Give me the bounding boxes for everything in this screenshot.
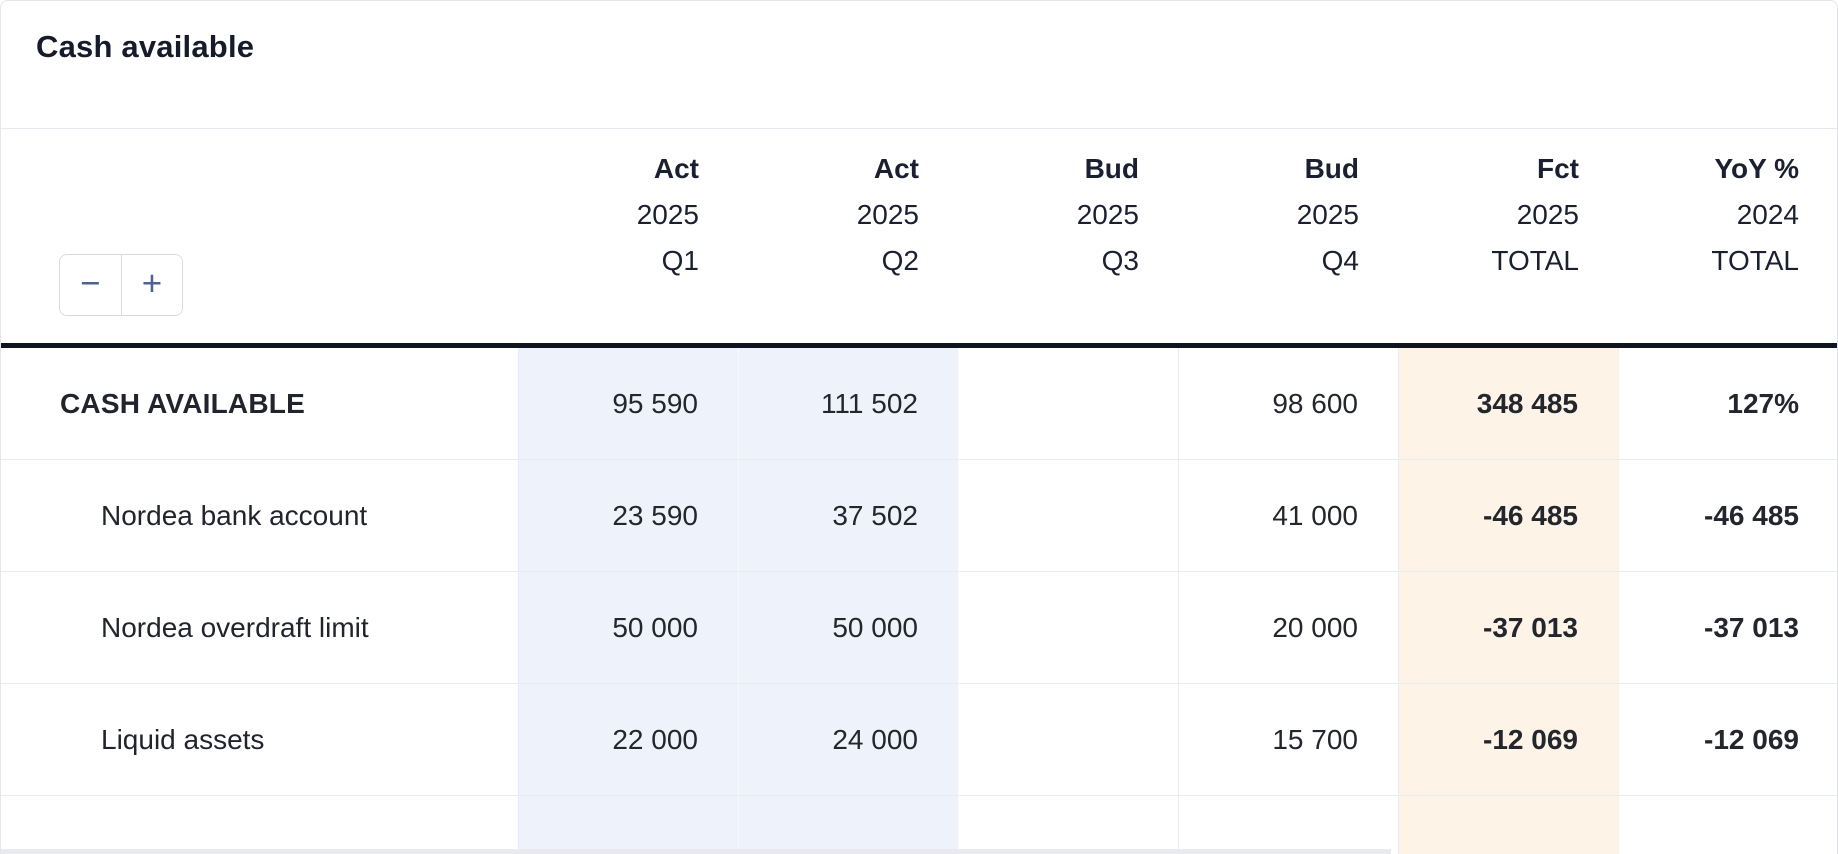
column-header-total-4: Fct 2025 TOTAL <box>1399 129 1619 343</box>
table-cell[interactable]: -12 069 <box>1399 684 1619 796</box>
table-body: CASH AVAILABLE 95 590 111 502 98 600 348 485… <box>1 348 1837 854</box>
column-header-year: 2025 <box>1076 199 1139 230</box>
table-cell[interactable]: -37 013 <box>1619 572 1837 684</box>
column-header-period: Q2 <box>881 245 919 276</box>
table-cell[interactable] <box>959 684 1179 796</box>
table-cell[interactable]: 111 502 <box>739 348 959 460</box>
panel-title-bar: Cash available <box>1 1 1837 129</box>
row-label[interactable]: CASH AVAILABLE <box>1 348 519 460</box>
table-cell[interactable]: 15 700 <box>1179 684 1399 796</box>
row-label[interactable]: Nordea bank account <box>1 460 519 572</box>
page-title: Cash available <box>36 29 255 64</box>
expand-rows-button[interactable]: + <box>121 255 182 315</box>
table-cell[interactable]: 22 000 <box>519 684 739 796</box>
table-cell[interactable] <box>959 796 1179 854</box>
table-cell[interactable]: 50 000 <box>519 572 739 684</box>
table-row: Nordea bank account 23 590 37 502 41 000 -46… <box>1 460 1837 572</box>
column-header-period: TOTAL <box>1711 245 1799 276</box>
column-header-year: 2025 <box>856 199 919 230</box>
row-label[interactable] <box>1 796 519 854</box>
column-header-year: 2025 <box>636 199 699 230</box>
table-cell[interactable] <box>1179 796 1399 854</box>
table-cell[interactable]: 24 000 <box>739 684 959 796</box>
column-header-q1-0: Act 2025 Q1 <box>519 129 739 343</box>
table-cell[interactable] <box>519 796 739 854</box>
column-header-type: Bud <box>1304 153 1359 184</box>
column-header-year: 2024 <box>1736 199 1799 230</box>
column-header-year: 2025 <box>1516 199 1579 230</box>
column-header-period: TOTAL <box>1491 245 1579 276</box>
table-cell[interactable]: 50 000 <box>739 572 959 684</box>
table-cell[interactable]: 41 000 <box>1179 460 1399 572</box>
table-row: Nordea overdraft limit 50 000 50 000 20 000… <box>1 572 1837 684</box>
table-cell[interactable]: 20 000 <box>1179 572 1399 684</box>
table-cell[interactable] <box>959 348 1179 460</box>
table-cell[interactable] <box>1399 796 1619 854</box>
column-header-q4-3: Bud 2025 Q4 <box>1179 129 1399 343</box>
horizontal-scrollbar[interactable] <box>1 849 1391 854</box>
table-cell[interactable] <box>739 796 959 854</box>
column-header-year: 2025 <box>1296 199 1359 230</box>
table-header-row: − + Act 2025 Q1 Act 2025 Q2 Bud 2025 Q3 Bud 2025 Q4… <box>1 129 1837 348</box>
table-cell[interactable] <box>959 572 1179 684</box>
row-label[interactable]: Liquid assets <box>1 684 519 796</box>
column-header-type: Bud <box>1084 153 1139 184</box>
column-header-period: Q4 <box>1321 245 1359 276</box>
table-cell[interactable]: -12 069 <box>1619 684 1837 796</box>
column-header-period: Q3 <box>1101 245 1139 276</box>
table-cell[interactable]: -37 013 <box>1399 572 1619 684</box>
column-header-type: YoY % <box>1714 153 1799 184</box>
column-header-total-5: YoY % 2024 TOTAL <box>1619 129 1837 343</box>
table-cell[interactable]: 127% <box>1619 348 1837 460</box>
table-cell[interactable]: 98 600 <box>1179 348 1399 460</box>
table-cell[interactable]: 95 590 <box>519 348 739 460</box>
collapse-rows-button[interactable]: − <box>60 255 121 315</box>
table-cell[interactable] <box>1619 796 1837 854</box>
table-row: CASH AVAILABLE 95 590 111 502 98 600 348 485… <box>1 348 1837 460</box>
table-cell[interactable]: 37 502 <box>739 460 959 572</box>
table-row: Liquid assets 22 000 24 000 15 700 -12 069 -1… <box>1 684 1837 796</box>
table-cell[interactable]: 23 590 <box>519 460 739 572</box>
column-header-type: Fct <box>1537 153 1579 184</box>
table-cell[interactable]: -46 485 <box>1399 460 1619 572</box>
table-cell[interactable] <box>959 460 1179 572</box>
column-header-type: Act <box>653 153 699 184</box>
column-header-period: Q1 <box>661 245 699 276</box>
row-depth-stepper: − + <box>59 254 183 316</box>
header-spacer: − + <box>1 129 519 343</box>
column-header-q2-1: Act 2025 Q2 <box>739 129 959 343</box>
column-header-type: Act <box>873 153 919 184</box>
table-row <box>1 796 1837 854</box>
column-header-q3-2: Bud 2025 Q3 <box>959 129 1179 343</box>
row-label[interactable]: Nordea overdraft limit <box>1 572 519 684</box>
table-cell[interactable]: 348 485 <box>1399 348 1619 460</box>
table-cell[interactable]: -46 485 <box>1619 460 1837 572</box>
